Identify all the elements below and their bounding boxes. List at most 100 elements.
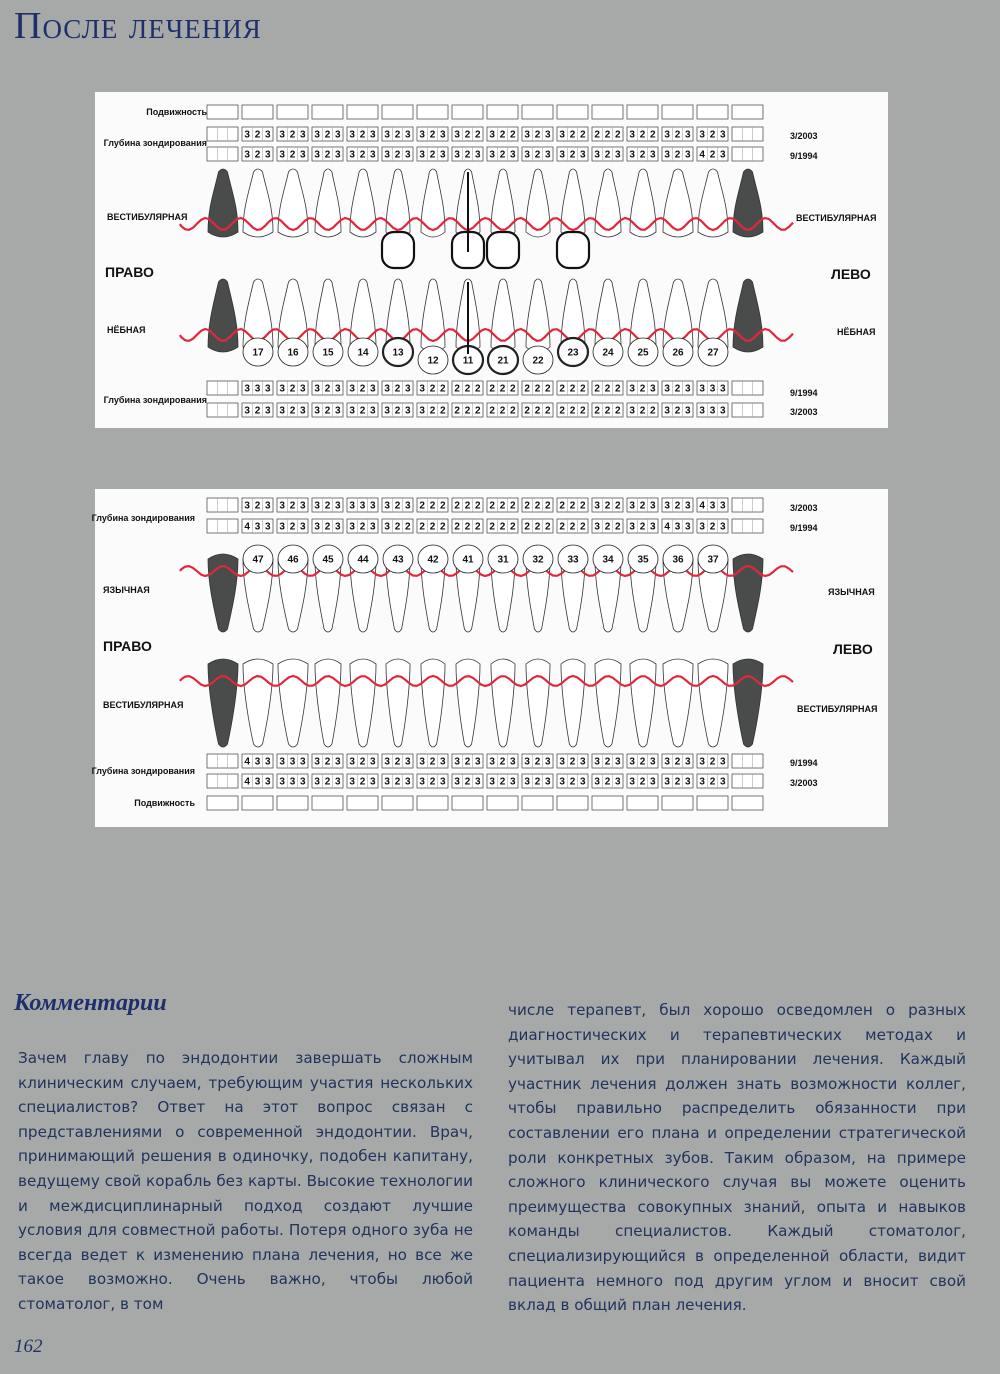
probing-value: 3 (335, 757, 341, 768)
probing-value: 3 (675, 522, 681, 533)
probing-value: 3 (370, 406, 376, 417)
probing-value: 2 (570, 522, 576, 533)
gum-line-lingual (179, 564, 794, 578)
probing-cell (696, 126, 729, 142)
probing-cell (381, 380, 414, 396)
probing-value: 2 (640, 501, 646, 512)
probing-cell (521, 126, 554, 142)
probing-value: 2 (605, 522, 611, 533)
probing-value: 3 (244, 384, 250, 395)
probing-cell (486, 773, 519, 789)
tooth-number: 31 (497, 555, 509, 566)
probing-value: 2 (430, 777, 436, 788)
probing-value: 3 (629, 406, 635, 417)
probing-value: 2 (559, 501, 565, 512)
tooth-label (662, 544, 694, 574)
probing-value: 3 (349, 150, 355, 161)
probing-value: 3 (629, 757, 635, 768)
mobility-cell (521, 795, 554, 811)
probing-cell (416, 402, 449, 418)
probing-value: 2 (325, 130, 331, 141)
comments-left-column: Зачем главу по эндодонтии завершать слож… (18, 1049, 473, 1313)
probing-value: 3 (594, 757, 600, 768)
tooth-label (697, 337, 729, 367)
probing-cell (451, 402, 484, 418)
palatal-label-left: НЁБНАЯ (107, 325, 146, 335)
probing-value: 3 (629, 130, 635, 141)
probing-value: 2 (524, 522, 530, 533)
tooth-buccal (277, 168, 309, 238)
probing-value: 3 (710, 406, 716, 417)
probing-cell (556, 753, 589, 769)
mobility-cell (451, 104, 484, 120)
probing-value: 2 (510, 406, 516, 417)
tooth-number: 45 (322, 555, 334, 566)
probing-value: 2 (615, 406, 621, 417)
probing-cell (241, 497, 274, 513)
probing-value: 2 (360, 130, 366, 141)
tooth-label (487, 544, 519, 574)
tooth-buccal (525, 658, 551, 748)
probing-value: 2 (675, 406, 681, 417)
probing-value: 3 (664, 501, 670, 512)
probing-value: 2 (360, 757, 366, 768)
probing-value: 3 (349, 522, 355, 533)
probing-value: 2 (500, 501, 506, 512)
probing-value: 2 (580, 384, 586, 395)
probing-value: 3 (335, 406, 341, 417)
tooth-buccal (490, 168, 516, 238)
probing-value: 2 (475, 130, 481, 141)
probing-cell (416, 126, 449, 142)
probing-value: 2 (475, 522, 481, 533)
probing-value: 2 (255, 150, 261, 161)
probing-value: 3 (405, 150, 411, 161)
probing-value: 3 (594, 522, 600, 533)
probing-cell (381, 402, 414, 418)
probing-cell (696, 518, 729, 534)
tooth-buccal (349, 658, 377, 748)
tooth-label (592, 544, 624, 574)
probing-cell (696, 497, 729, 513)
probing-value: 2 (325, 522, 331, 533)
probing-value: 2 (605, 777, 611, 788)
probing-cell (241, 773, 274, 789)
probing-value: 2 (710, 777, 716, 788)
probing-value: 3 (370, 130, 376, 141)
mobility-cell (241, 795, 274, 811)
tooth-label (417, 345, 449, 375)
probing-value: 2 (545, 522, 551, 533)
probing-value: 3 (255, 777, 261, 788)
tooth-label (312, 337, 344, 367)
tooth-label (347, 544, 379, 574)
tooth-label (522, 544, 554, 574)
probing-value: 3 (255, 757, 261, 768)
probing-value: 2 (500, 150, 506, 161)
probing-value: 2 (580, 130, 586, 141)
probing-value: 2 (570, 150, 576, 161)
tooth-number: 16 (287, 348, 299, 359)
probing-cell (626, 126, 659, 142)
probing-value: 2 (650, 406, 656, 417)
probing-value: 3 (279, 406, 285, 417)
probing-value: 3 (405, 501, 411, 512)
restoration-crown (380, 230, 416, 270)
probing-cell (206, 497, 239, 513)
probing-value: 2 (454, 384, 460, 395)
probing-value: 3 (384, 757, 390, 768)
tooth-number: 17 (252, 348, 264, 359)
probing-cell (731, 518, 764, 534)
probing-value: 3 (489, 150, 495, 161)
probing-value: 3 (710, 501, 716, 512)
tooth-label (557, 544, 589, 574)
probing-value: 3 (265, 130, 271, 141)
probing-value: 2 (594, 384, 600, 395)
probing-cell (451, 753, 484, 769)
probing-value: 4 (244, 757, 250, 768)
probing-value: 3 (685, 150, 691, 161)
probing-value: 2 (605, 501, 611, 512)
probing-value: 3 (300, 522, 306, 533)
probing-value: 3 (720, 150, 726, 161)
probing-cell (346, 497, 379, 513)
probing-value: 2 (580, 501, 586, 512)
date-label: 3/2003 (790, 503, 818, 513)
